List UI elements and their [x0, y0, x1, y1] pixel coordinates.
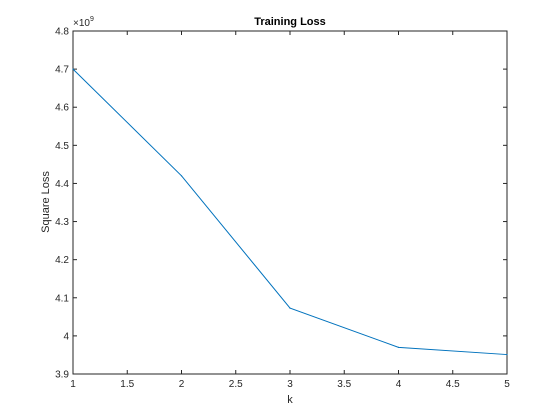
y-tick-label: 4.5 [55, 141, 69, 152]
y-exponent-power: 9 [90, 16, 94, 23]
data-point [180, 175, 183, 177]
y-tick-label: 4.1 [55, 293, 69, 304]
y-tick-label: 4.6 [55, 103, 69, 114]
y-tick-label: 4.2 [55, 255, 69, 266]
chart-title: Training Loss [254, 16, 326, 28]
x-axis-title: k [287, 394, 293, 406]
y-tick-label: 4.8 [55, 27, 69, 38]
data-point [289, 307, 291, 309]
y-exponent-base: ×10 [73, 18, 90, 29]
y-axis-title: Square Loss [40, 171, 52, 233]
y-tick-label: 4.7 [55, 65, 69, 76]
x-tick-label: 3.5 [337, 379, 351, 390]
x-tick-label: 3 [287, 379, 293, 390]
x-tick-label: 2.5 [229, 379, 243, 390]
data-point [72, 68, 74, 70]
y-tick-label: 4 [63, 331, 69, 342]
plot-area [73, 31, 507, 374]
y-tick-label: 4.3 [55, 217, 69, 228]
y-ticks: 3.9 4 4.1 4.2 4.3 4.4 4.5 4.6 4.7 4.8 [55, 27, 507, 381]
x-tick-label: 4.5 [446, 379, 460, 390]
x-tick-label: 5 [504, 379, 510, 390]
x-tick-label: 4 [396, 379, 402, 390]
data-point [397, 346, 400, 348]
x-tick-label: 2 [179, 379, 185, 390]
x-ticks: 1 1.5 2 2.5 3 3.5 4 4.5 5 [70, 31, 510, 390]
data-point [506, 353, 508, 356]
x-tick-label: 1 [70, 379, 76, 390]
series-layer [72, 68, 508, 356]
y-tick-label: 4.4 [55, 179, 69, 190]
y-exponent-label: ×109 [73, 16, 94, 29]
y-tick-label: 3.9 [55, 370, 69, 381]
x-tick-label: 1.5 [120, 379, 134, 390]
